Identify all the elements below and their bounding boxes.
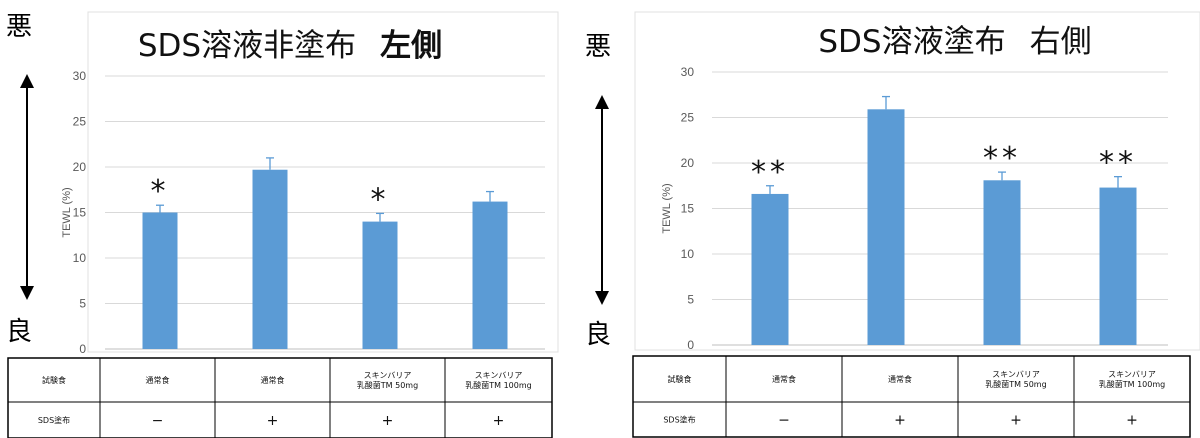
- right-chart-title-main: SDS溶液塗布: [818, 24, 1005, 60]
- right-significance-3: **: [983, 141, 1021, 176]
- right-table-food-cell-3: スキンバリア乳酸菌TM 50mg: [985, 370, 1046, 389]
- left-label-good: 良: [6, 317, 32, 347]
- right-table-food-line: スキンバリア: [992, 370, 1040, 379]
- right-arrow-up-head: [595, 95, 609, 109]
- right-bar-1: [751, 193, 789, 345]
- right-table: [632, 355, 1191, 438]
- right-table-header-food: 試験食: [668, 374, 692, 384]
- right-table-food-line: スキンバリア: [1108, 370, 1156, 379]
- right-label-good: 良: [585, 320, 611, 350]
- chart-left-svg: 悪良 SDS溶液非塗布 左側 0 5 10 15 20 25 30 TEWL (%) * * 試験食 SDS…: [6, 11, 559, 438]
- left-table-food-line: 通常食: [146, 375, 170, 385]
- left-table-food-line: スキンバリア: [475, 371, 523, 380]
- chart-right-svg: 悪良 SDS溶液塗布 右側 0 5 10 15 20 25 30 TEWL (%) ** ** ** 試験食…: [585, 11, 1200, 438]
- left-ytick-label: 20: [73, 160, 87, 174]
- right-ytick-label: 10: [681, 247, 695, 261]
- left-chart-title-side: 左側: [380, 28, 442, 64]
- right-table-food-cell-1: 通常食: [772, 374, 796, 384]
- left-ylabel: TEWL (%): [61, 187, 73, 237]
- left-bar-3: [362, 221, 398, 349]
- left-table-sds-cell-1: −: [152, 413, 164, 429]
- right-table-food-line: 乳酸菌TM 100mg: [1099, 379, 1165, 389]
- left-ytick-label: 10: [73, 251, 87, 265]
- left-ytick-label: 0: [79, 342, 86, 356]
- left-ytick-label: 25: [73, 115, 87, 129]
- left-table-header-sds: SDS塗布: [38, 415, 70, 425]
- left-significance-1: *: [151, 174, 170, 209]
- left-ytick-label: 15: [73, 206, 87, 220]
- right-chart-frame: [634, 11, 1200, 351]
- left-table-sds-cell-3: +: [382, 413, 394, 429]
- right-ytick-label: 5: [687, 293, 694, 307]
- left-table-food-cell-3: スキンバリア乳酸菌TM 50mg: [357, 371, 418, 390]
- right-table-food-cell-2: 通常食: [888, 374, 912, 384]
- right-ytick-label: 15: [681, 202, 695, 216]
- left-chart-frame: [87, 11, 559, 353]
- left-ytick-label: 30: [73, 69, 87, 83]
- left-chart-title: SDS溶液非塗布 左側: [138, 28, 442, 64]
- left-arrow-up-head: [20, 74, 34, 88]
- right-table-sds-cell-2: +: [894, 413, 906, 429]
- right-chart-title-side: 右側: [1030, 24, 1092, 60]
- right-label-bad: 悪: [585, 32, 611, 62]
- left-significance-3: *: [371, 182, 390, 217]
- right-ytick-label: 0: [687, 338, 694, 352]
- right-ytick-label: 20: [681, 156, 695, 170]
- right-table-food-line: 乳酸菌TM 50mg: [985, 379, 1046, 389]
- right-arrow-down-head: [595, 291, 609, 305]
- right-ytick-label: 25: [681, 111, 695, 125]
- left-table-food-line: 乳酸菌TM 100mg: [465, 380, 531, 390]
- right-significance-4: **: [1099, 146, 1137, 181]
- left-table-sds-cell-4: +: [493, 413, 505, 429]
- left-bar-2: [252, 169, 288, 349]
- left-table-food-cell-1: 通常食: [146, 375, 170, 385]
- right-table-food-line: 通常食: [888, 374, 912, 384]
- right-table-sds-cell-4: +: [1126, 413, 1138, 429]
- right-table-sds-cell-3: +: [1010, 413, 1022, 429]
- right-bar-2: [867, 109, 905, 345]
- left-chart-title-main: SDS溶液非塗布: [138, 28, 356, 64]
- left-bar-4: [472, 201, 508, 349]
- left-table-food-line: 乳酸菌TM 50mg: [357, 380, 418, 390]
- right-ytick-label: 30: [681, 65, 695, 79]
- left-table-food-line: 通常食: [261, 375, 285, 385]
- right-table-food-line: 通常食: [772, 374, 796, 384]
- chart-right: 悪良 SDS溶液塗布 右側 0 5 10 15 20 25 30 TEWL (%) ** ** ** 試験食…: [580, 0, 1200, 438]
- left-ytick-label: 5: [79, 297, 86, 311]
- right-bar-4: [1099, 187, 1137, 345]
- chart-left: 悪良 SDS溶液非塗布 左側 0 5 10 15 20 25 30 TEWL (%) * * 試験食 SDS…: [0, 0, 560, 438]
- right-chart-title: SDS溶液塗布 右側: [818, 24, 1091, 60]
- right-table-header-sds: SDS塗布: [663, 415, 695, 425]
- left-table: [7, 357, 553, 438]
- left-bar-1: [142, 212, 178, 349]
- left-table-food-cell-2: 通常食: [261, 375, 285, 385]
- left-label-bad: 悪: [6, 12, 32, 42]
- right-bar-3: [983, 180, 1021, 345]
- left-table-sds-cell-2: +: [267, 413, 279, 429]
- right-ylabel: TEWL (%): [661, 183, 673, 233]
- right-table-food-cell-4: スキンバリア乳酸菌TM 100mg: [1099, 370, 1165, 389]
- right-table-sds-cell-1: −: [778, 413, 790, 429]
- left-table-food-cell-4: スキンバリア乳酸菌TM 100mg: [465, 371, 531, 390]
- left-table-header-food: 試験食: [42, 375, 66, 385]
- left-table-food-line: スキンバリア: [364, 371, 412, 380]
- right-significance-1: **: [751, 155, 789, 190]
- left-arrow-down-head: [20, 286, 34, 300]
